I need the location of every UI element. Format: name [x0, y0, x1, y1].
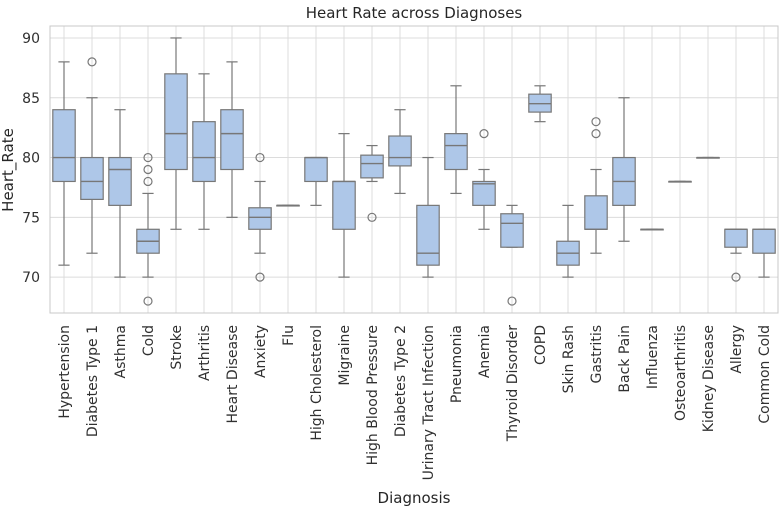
outlier-point	[591, 129, 601, 139]
x-tick-label: Hypertension	[57, 325, 73, 419]
box-influenza	[640, 228, 664, 231]
iqr-box	[332, 180, 356, 230]
outlier-point	[255, 272, 265, 282]
x-tick-labels: Hypertension Diabetes Type 1 Asthma Cold Str…	[57, 325, 773, 481]
box-allergy	[724, 228, 748, 282]
box-thyroid-disorder	[500, 204, 524, 306]
y-tick-label: 75	[22, 210, 40, 226]
box-migraine	[332, 133, 356, 278]
outlier-point	[143, 296, 153, 306]
x-tick-label: Urinary Tract Infection	[421, 325, 437, 480]
box-high-blood-pressure	[360, 144, 384, 222]
x-tick-label: Pneumonia	[449, 325, 465, 403]
box-asthma	[108, 109, 132, 278]
box-skin-rash	[556, 204, 580, 278]
box-anxiety	[248, 152, 272, 282]
iqr-box	[220, 109, 244, 171]
x-tick-label: Common Cold	[757, 325, 773, 424]
x-tick-label: High Cholesterol	[309, 325, 325, 441]
x-tick-label: Kidney Disease	[701, 325, 717, 432]
box-diabetes-type-1	[80, 57, 104, 254]
x-tick-label: Migraine	[337, 325, 353, 386]
y-tick-label: 80	[22, 151, 40, 167]
box-high-cholesterol	[304, 156, 328, 206]
box-cold	[136, 152, 160, 306]
iqr-box	[52, 109, 76, 183]
outlier-point	[731, 272, 741, 282]
x-tick-label: Flu	[281, 325, 297, 346]
x-tick-label: Anxiety	[253, 325, 269, 378]
y-tick-labels: 70 75 80 85 90	[22, 31, 40, 286]
x-tick-label: Gastritis	[589, 325, 605, 384]
x-tick-label: Arthritis	[197, 325, 213, 381]
box-diabetes-type-2	[388, 109, 412, 195]
outlier-point	[143, 152, 153, 163]
y-tick-label: 90	[22, 31, 40, 47]
box-hypertension	[52, 61, 76, 266]
box-osteoarthritis	[668, 180, 692, 183]
iqr-box	[472, 180, 496, 206]
x-tick-label: Influenza	[645, 325, 661, 389]
iqr-box	[80, 156, 104, 200]
iqr-box	[192, 121, 216, 183]
box-pneumonia	[444, 85, 468, 195]
box-arthritis	[192, 73, 216, 230]
grid-layer	[50, 26, 778, 313]
box-flu	[276, 204, 300, 207]
x-tick-label: Back Pain	[617, 325, 633, 393]
iqr-box	[752, 228, 776, 254]
y-axis-title: Heart_Rate	[0, 128, 18, 212]
iqr-box	[724, 228, 748, 248]
box-anemia	[472, 129, 496, 230]
x-tick-label: Osteoarthritis	[673, 325, 689, 421]
iqr-box	[108, 156, 132, 206]
x-tick-label: Skin Rash	[561, 325, 577, 393]
iqr-box	[388, 135, 412, 167]
iqr-box	[248, 207, 272, 230]
box-back-pain	[612, 97, 636, 242]
x-tick-label: High Blood Pressure	[365, 325, 381, 465]
x-tick-label: Asthma	[113, 325, 129, 378]
box-kidney-disease	[696, 156, 720, 159]
x-tick-label: Allergy	[729, 325, 745, 374]
outlier-point	[479, 129, 489, 139]
box-gastritis	[584, 117, 608, 254]
iqr-box	[304, 156, 328, 183]
x-tick-label: Anemia	[477, 325, 493, 378]
plot-frame	[49, 25, 779, 314]
box-layer	[52, 37, 776, 306]
chart-title: Heart Rate across Diagnoses	[306, 4, 523, 22]
y-tick-label: 85	[22, 91, 40, 107]
outlier-point	[255, 152, 265, 163]
iqr-box	[444, 133, 468, 171]
box-urinary-tract-infection	[416, 156, 440, 278]
x-axis-title: Diagnosis	[378, 489, 451, 507]
box-common-cold	[752, 228, 776, 278]
iqr-box	[500, 213, 524, 248]
iqr-box	[416, 204, 440, 266]
x-tick-label: Thyroid Disorder	[505, 325, 521, 442]
iqr-box	[164, 73, 188, 171]
y-tick-label: 70	[22, 270, 40, 286]
box-stroke	[164, 37, 188, 230]
x-tick-label: Stroke	[169, 325, 185, 370]
iqr-box	[584, 195, 608, 230]
outlier-point	[507, 296, 517, 306]
outlier-point	[143, 176, 153, 187]
box-copd	[528, 85, 552, 123]
x-tick-label: Cold	[141, 325, 157, 356]
outlier-point	[367, 212, 377, 222]
x-tick-label: COPD	[533, 325, 549, 365]
x-tick-label: Diabetes Type 2	[393, 325, 409, 437]
x-tick-label: Heart Disease	[225, 325, 241, 423]
x-tick-label: Diabetes Type 1	[85, 325, 101, 437]
outlier-point	[591, 117, 601, 127]
box-heart-disease	[220, 61, 244, 218]
outlier-point	[87, 57, 97, 67]
iqr-box	[360, 154, 384, 179]
outlier-point	[143, 164, 153, 175]
